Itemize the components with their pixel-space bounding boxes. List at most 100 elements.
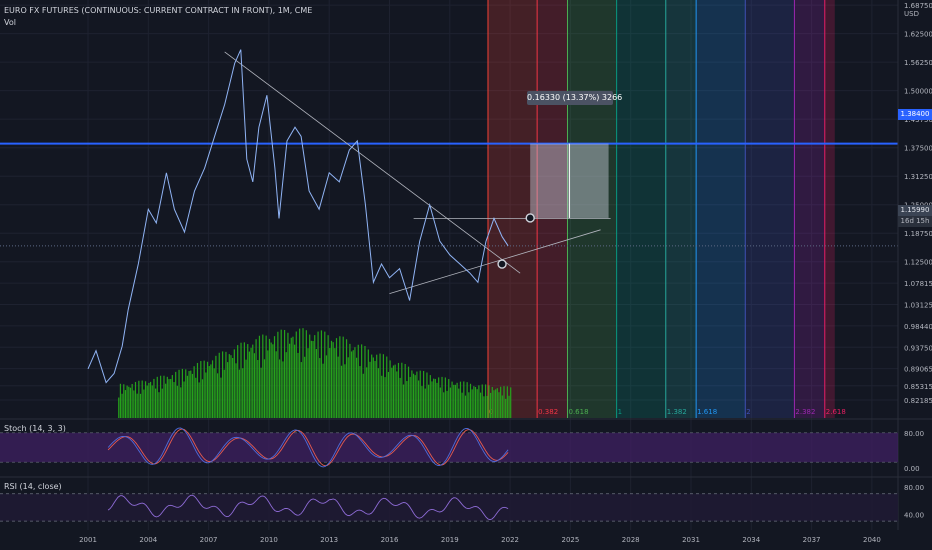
volume-bar bbox=[235, 363, 237, 418]
fib-zone-label: 0.382 bbox=[538, 408, 558, 416]
volume-bar bbox=[267, 350, 269, 418]
volume-bar bbox=[404, 363, 406, 418]
price-tick-label: 1.68750 bbox=[904, 2, 932, 10]
volume-bar bbox=[250, 347, 252, 418]
time-axis-label: 2007 bbox=[200, 536, 218, 544]
volume-bar bbox=[166, 376, 168, 418]
volume-bar bbox=[367, 349, 369, 418]
volume-bar bbox=[168, 379, 170, 418]
volume-bar bbox=[436, 382, 438, 418]
rsi-label: RSI (14, close) bbox=[4, 482, 62, 491]
volume-bar bbox=[424, 388, 426, 418]
volume-bar bbox=[230, 355, 232, 418]
price-tick-label: 1.56250 bbox=[904, 59, 932, 67]
volume-bar bbox=[228, 354, 230, 418]
volume-bar bbox=[270, 342, 272, 418]
volume-bar bbox=[304, 356, 306, 418]
volume-bar bbox=[481, 384, 483, 418]
volume-bar bbox=[289, 343, 291, 418]
price-tick-label: 0.98440 bbox=[904, 323, 932, 331]
volume-bar bbox=[488, 385, 490, 418]
volume-bar bbox=[158, 392, 160, 418]
volume-bar bbox=[399, 377, 401, 418]
volume-bar bbox=[491, 386, 493, 418]
fib-zone-label: 2.382 bbox=[795, 408, 815, 416]
fib-zone-label: 1 bbox=[618, 408, 622, 416]
rsi-band bbox=[0, 493, 898, 522]
volume-bar bbox=[411, 370, 413, 418]
volume-bar bbox=[479, 392, 482, 418]
rsi-line bbox=[107, 494, 509, 521]
volume-bar bbox=[376, 354, 378, 418]
volume-bar bbox=[134, 381, 137, 418]
volume-bar bbox=[431, 381, 433, 418]
volume-bar bbox=[356, 357, 358, 418]
last-price-tag: 1.15990 bbox=[898, 205, 932, 216]
fib-zone bbox=[794, 0, 825, 418]
volume-bar bbox=[493, 390, 495, 418]
volume-bar bbox=[227, 362, 229, 418]
volume-bar bbox=[280, 329, 282, 418]
volume-bar bbox=[446, 390, 448, 418]
volume-bar bbox=[339, 336, 341, 418]
volume-bar bbox=[196, 362, 199, 418]
volume-bar bbox=[126, 385, 128, 418]
volume-bar bbox=[295, 331, 297, 418]
volume-bar bbox=[483, 396, 485, 418]
fib-zone-label: 2 bbox=[746, 408, 750, 416]
volume-bar bbox=[325, 355, 328, 418]
volume-bar bbox=[163, 375, 165, 418]
volume-bar bbox=[444, 377, 446, 418]
trend-line bbox=[389, 229, 601, 295]
volume-bar bbox=[253, 353, 256, 418]
volume-bar bbox=[133, 390, 135, 418]
volume-bar bbox=[495, 389, 497, 418]
volume-bar bbox=[186, 375, 189, 418]
time-axis-label: 2013 bbox=[320, 536, 338, 544]
volume-bar bbox=[191, 373, 194, 418]
volume-bar bbox=[426, 372, 428, 418]
volume-bar bbox=[407, 366, 410, 418]
volume-bar bbox=[454, 384, 457, 418]
volume-bar bbox=[257, 360, 259, 418]
volume-bar bbox=[463, 381, 465, 418]
volume-bar bbox=[409, 376, 411, 418]
price-tick-label: 0.89065 bbox=[904, 366, 932, 374]
volume-bar bbox=[131, 383, 133, 418]
volume-bar bbox=[139, 393, 142, 418]
volume-bar bbox=[396, 371, 398, 418]
volume-bar bbox=[310, 340, 312, 418]
volume-bar bbox=[176, 385, 178, 418]
volume-bar bbox=[215, 355, 217, 418]
volume-bar bbox=[309, 334, 311, 418]
fib-zone bbox=[696, 0, 746, 418]
volume-bar bbox=[170, 378, 172, 418]
volume-bar bbox=[443, 392, 445, 418]
volume-bar bbox=[149, 381, 152, 418]
volume-bar bbox=[242, 368, 244, 418]
volume-bar bbox=[198, 382, 200, 418]
volume-bar bbox=[275, 351, 277, 418]
volume-bar bbox=[195, 377, 197, 418]
volume-bar bbox=[180, 387, 182, 418]
volume-bar bbox=[441, 376, 443, 418]
volume-bar bbox=[474, 386, 477, 418]
stoch-tick-label: 80.00 bbox=[904, 430, 924, 438]
volume-bar bbox=[471, 389, 473, 418]
volume-bar bbox=[315, 349, 317, 418]
volume-bar bbox=[508, 395, 510, 418]
fib-zone-label: 2.618 bbox=[826, 408, 846, 416]
time-axis-label: 2028 bbox=[622, 536, 640, 544]
fib-zone bbox=[487, 0, 538, 418]
volume-bar bbox=[412, 373, 415, 418]
price-tick-label: 0.82185 bbox=[904, 397, 932, 405]
volume-bar bbox=[178, 369, 180, 418]
volume-bar bbox=[466, 382, 468, 418]
volume-bar bbox=[406, 381, 408, 418]
volume-bar bbox=[361, 344, 363, 418]
volume-bar bbox=[416, 371, 418, 418]
volume-bar bbox=[211, 360, 214, 418]
volume-bar bbox=[118, 397, 120, 418]
volume-bar bbox=[498, 392, 500, 418]
